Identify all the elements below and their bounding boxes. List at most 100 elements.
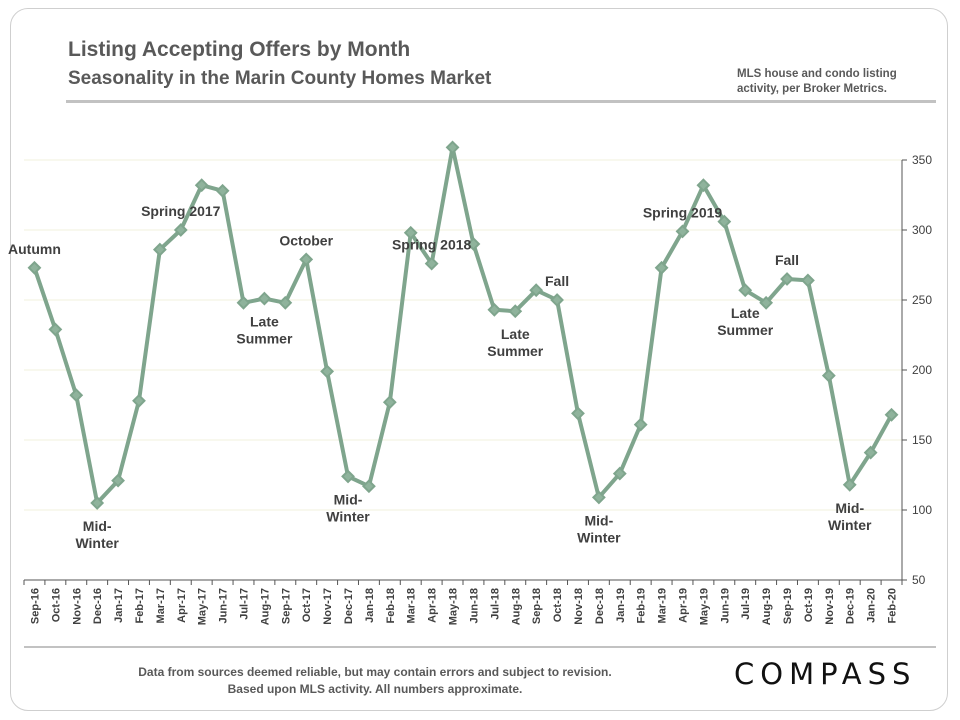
x-tick-label: Jul-17: [239, 588, 251, 620]
x-tick-label: Nov-19: [824, 588, 836, 625]
y-tick-label: 50: [912, 573, 926, 587]
x-tick-label: Jun-17: [218, 588, 230, 623]
annotation-label: Winter: [75, 535, 119, 551]
data-point: [759, 295, 774, 310]
x-tick-label: Mar-18: [406, 588, 418, 623]
data-point: [591, 490, 606, 505]
data-point: [508, 304, 523, 319]
annotation-label: Mid-: [334, 491, 363, 507]
data-point: [445, 140, 460, 155]
x-tick-label: Jan-18: [364, 588, 376, 623]
data-point: [27, 260, 42, 275]
annotation-label: Late: [250, 314, 279, 330]
x-tick-label: Sep-17: [280, 588, 292, 624]
data-point: [278, 295, 293, 310]
data-point: [654, 260, 669, 275]
chart-subtitle: Seasonality in the Marin County Homes Ma…: [68, 68, 492, 89]
x-tick-label: Apr-17: [176, 588, 188, 623]
x-tick-label: Dec-17: [343, 588, 355, 624]
x-tick-label: Jul-19: [740, 588, 752, 620]
x-tick-label: Feb-20: [887, 588, 899, 623]
x-tick-label: Dec-18: [594, 588, 606, 624]
source-note: MLS house and condo listing activity, pe…: [737, 67, 917, 97]
data-point: [529, 283, 544, 298]
annotation-label: Late: [731, 305, 760, 321]
x-tick-label: Mar-17: [155, 588, 167, 623]
annotation-label: Mid-: [83, 518, 112, 534]
y-tick-label: 300: [912, 223, 932, 237]
data-point: [173, 223, 188, 237]
data-point: [152, 242, 167, 257]
data-point: [717, 214, 732, 229]
x-tick-label: Sep-19: [782, 588, 794, 624]
annotation-label: October: [279, 232, 333, 248]
x-tick-label: Feb-18: [385, 588, 397, 623]
data-point: [842, 477, 857, 492]
data-point: [633, 417, 648, 432]
x-tick-label: Mar-19: [657, 588, 669, 623]
x-tick-label: Jun-19: [719, 588, 731, 623]
y-tick-label: 200: [912, 363, 932, 377]
annotation-label: Spring 2017: [141, 203, 221, 219]
data-point: [194, 178, 209, 193]
source-note-line-2: activity, per Broker Metrics.: [737, 83, 887, 95]
data-point: [466, 237, 481, 251]
data-point: [550, 293, 564, 307]
data-point: [612, 466, 627, 481]
data-point: [821, 368, 836, 383]
x-tick-label: Sep-16: [29, 588, 41, 624]
x-tick-label: Oct-17: [301, 588, 313, 622]
data-point: [738, 283, 753, 298]
data-point: [403, 225, 418, 240]
footer-divider: [24, 646, 936, 648]
data-point: [132, 393, 146, 408]
x-tick-label: Jun-18: [468, 588, 480, 623]
data-point: [236, 295, 251, 310]
annotation-label: Winter: [577, 529, 621, 545]
x-tick-label: Nov-17: [322, 588, 334, 625]
data-point: [696, 178, 711, 193]
x-tick-label: Oct-16: [50, 588, 62, 622]
footer-disclaimer: Data from sources deemed reliable, but m…: [120, 664, 630, 698]
x-tick-label: Nov-18: [573, 588, 585, 625]
data-point: [69, 388, 84, 403]
footer-line-1: Data from sources deemed reliable, but m…: [138, 665, 612, 679]
data-point: [215, 183, 230, 198]
x-tick-label: Apr-18: [427, 588, 439, 623]
data-point: [780, 272, 794, 286]
data-point: [382, 395, 397, 410]
data-point: [299, 252, 314, 267]
x-tick-label: Feb-17: [134, 588, 146, 623]
x-tick-label: May-19: [698, 588, 710, 625]
x-tick-label: Jan-19: [615, 588, 627, 623]
data-point: [424, 256, 439, 271]
x-tick-label: May-18: [448, 588, 460, 625]
chart-title: Listing Accepting Offers by Month: [68, 38, 411, 61]
x-tick-label: Nov-16: [71, 588, 83, 625]
data-point: [362, 479, 376, 494]
x-tick-label: Feb-19: [636, 588, 648, 623]
x-tick-label: Aug-19: [761, 588, 773, 625]
footer-line-2: Based upon MLS activity. All numbers app…: [227, 682, 523, 696]
x-tick-label: Dec-16: [92, 588, 104, 624]
annotation-label: Summer: [717, 322, 774, 338]
data-point: [863, 445, 878, 460]
y-tick-label: 250: [912, 293, 932, 307]
x-tick-label: Apr-19: [678, 588, 690, 623]
data-point: [257, 291, 272, 306]
header-divider: [66, 100, 936, 103]
x-tick-label: Jan-20: [866, 588, 878, 623]
annotation-label: Fall: [545, 273, 569, 289]
annotation-label: Summer: [236, 331, 293, 347]
y-tick-label: 100: [912, 503, 932, 517]
data-point: [320, 364, 335, 379]
x-tick-label: Oct-18: [552, 588, 564, 622]
annotation-label: Fall: [775, 252, 799, 268]
annotation-label: Mid-: [584, 512, 613, 528]
annotation-label: Winter: [326, 508, 370, 524]
data-point: [801, 273, 815, 288]
x-tick-label: Jul-18: [489, 588, 501, 620]
x-tick-label: Aug-17: [259, 588, 271, 625]
data-point: [571, 406, 585, 421]
